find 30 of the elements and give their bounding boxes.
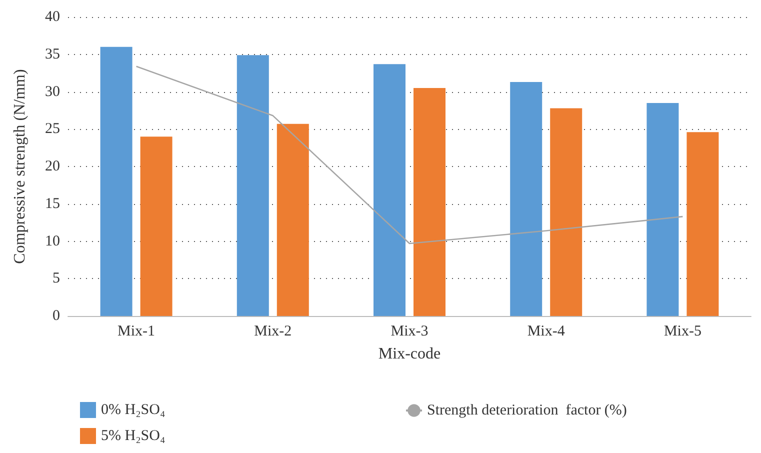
bar: [646, 102, 679, 316]
legend-label: 0% H₂SO₄: [101, 402, 166, 418]
legend-label: 5% H₂SO₄: [101, 428, 166, 444]
y-axis-title: Compressive strength (N/mm): [12, 69, 28, 264]
y-tick-label: 25: [45, 121, 60, 138]
y-tick-label: 30: [45, 84, 60, 100]
y-tick-label: 10: [45, 233, 60, 250]
x-axis-title: Mix-code: [378, 346, 441, 362]
x-tick-label: Mix-2: [254, 324, 292, 340]
bar: [510, 82, 542, 316]
y-tick-label: 35: [45, 46, 60, 62]
y-tick-label: 15: [45, 196, 60, 212]
y-tick-label: 0: [52, 308, 60, 324]
y-tick-label: 5: [52, 270, 60, 287]
x-tick-label: Mix-4: [527, 324, 566, 340]
bar: [236, 55, 269, 316]
x-tick-label: Mix-3: [390, 324, 428, 340]
legend-label: Strength deterioration factor (%): [427, 402, 627, 418]
bar: [100, 46, 132, 316]
bar: [686, 132, 719, 316]
bar: [414, 88, 446, 316]
bar: [140, 136, 172, 316]
y-tick-label: 40: [45, 9, 60, 25]
y-tick-label: 20: [45, 158, 60, 174]
bar: [374, 64, 406, 316]
bar: [550, 108, 582, 316]
line-series: [136, 66, 684, 244]
bar: [276, 124, 309, 316]
x-tick-label: Mix-5: [664, 324, 702, 340]
x-tick-label: Mix-1: [118, 324, 156, 340]
